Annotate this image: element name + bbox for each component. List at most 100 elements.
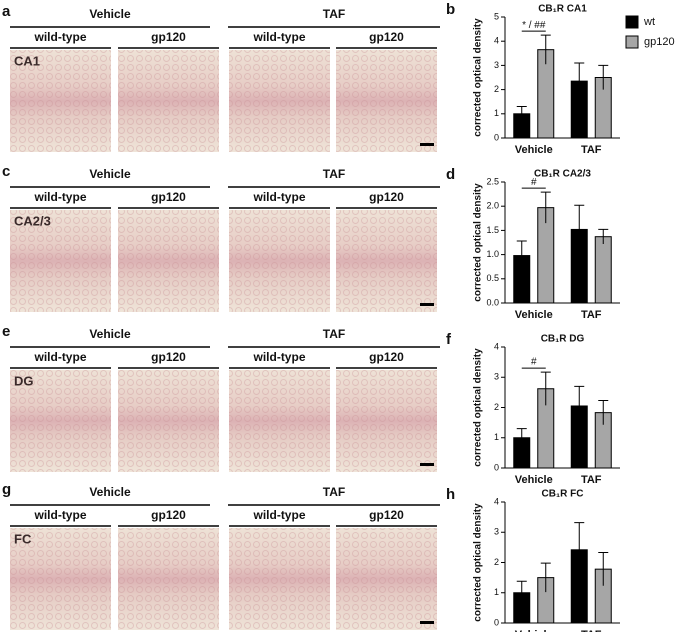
group-label: TAF (323, 485, 345, 499)
chart-title: CB₁R DG (541, 334, 585, 345)
x-tick-label: Vehicle (515, 144, 553, 156)
error-bar (598, 400, 609, 425)
group-label: Vehicle (89, 167, 131, 181)
condition-label: wild-type (252, 350, 305, 364)
y-tick-label: 1 (494, 587, 499, 597)
panel-label: e (2, 323, 10, 340)
error-bar (598, 64, 609, 90)
condition-label: wild-type (252, 30, 305, 44)
micrograph-texture (336, 370, 437, 472)
panel-label: a (2, 3, 11, 20)
region-label: FC (14, 531, 32, 546)
y-tick-label: 0.0 (486, 297, 499, 307)
error-bar (574, 522, 585, 578)
x-tick-label: Vehicle (515, 629, 553, 632)
chart-title: CB₁R CA2/3 (534, 169, 591, 180)
region-label: CA1 (14, 53, 40, 68)
micrograph-texture (118, 50, 219, 152)
micrograph-texture (336, 210, 437, 312)
error-bar (540, 371, 551, 406)
error-bar (516, 428, 527, 447)
error-bar (540, 34, 551, 65)
error-bar (598, 228, 609, 244)
condition-label: wild-type (33, 190, 86, 204)
y-tick-label: 0 (494, 617, 499, 627)
group-label: Vehicle (89, 327, 131, 341)
condition-label: wild-type (252, 508, 305, 522)
bar (594, 236, 612, 304)
group-label: TAF (323, 167, 345, 181)
significance-label: # (531, 357, 537, 368)
condition-label: wild-type (33, 508, 86, 522)
condition-label: gp120 (151, 350, 186, 364)
micrograph-texture (229, 528, 330, 630)
legend-swatch (625, 15, 639, 29)
micrograph-texture (10, 50, 111, 152)
panel-label: d (446, 166, 455, 183)
micrograph-texture (229, 210, 330, 312)
micrograph-texture (10, 210, 111, 312)
legend-swatch (625, 35, 639, 49)
condition-label: gp120 (151, 30, 186, 44)
y-tick-label: 3 (494, 60, 499, 70)
y-tick-label: 4 (494, 36, 499, 46)
legend-label: wt (643, 16, 655, 28)
x-tick-label: Vehicle (515, 309, 553, 321)
micrograph-texture (336, 50, 437, 152)
condition-label: wild-type (33, 30, 86, 44)
error-bar (516, 106, 527, 122)
micrograph-texture (118, 370, 219, 472)
micrograph-texture (118, 528, 219, 630)
y-tick-label: 5 (494, 11, 499, 21)
error-bar (574, 204, 585, 254)
y-tick-label: 3 (494, 372, 499, 382)
group-label: Vehicle (89, 485, 131, 499)
error-bar (540, 191, 551, 224)
condition-label: gp120 (151, 508, 186, 522)
y-tick-label: 2 (494, 557, 499, 567)
condition-label: gp120 (369, 190, 404, 204)
scale-bar (420, 463, 434, 466)
y-axis-label: corrected optical density (473, 183, 484, 302)
scale-bar (420, 143, 434, 146)
y-tick-label: 2.5 (486, 176, 499, 186)
y-tick-label: 1 (494, 108, 499, 118)
significance-label: * / ## (522, 20, 546, 31)
legend-label: gp120 (644, 36, 675, 48)
condition-label: wild-type (252, 190, 305, 204)
chart-title: CB₁R FC (542, 489, 584, 500)
y-axis-label: corrected optical density (473, 503, 484, 622)
error-bar (574, 385, 585, 426)
significance-label: # (531, 177, 537, 188)
y-tick-label: 2 (494, 84, 499, 94)
y-tick-label: 0 (494, 462, 499, 472)
scale-bar (420, 621, 434, 624)
error-bar (540, 562, 551, 593)
scale-bar (420, 303, 434, 306)
panel-label: h (446, 486, 455, 503)
region-label: DG (14, 373, 34, 388)
y-tick-label: 2.0 (486, 201, 499, 211)
x-tick-label: TAF (581, 629, 602, 632)
panel-label: c (2, 163, 10, 180)
x-tick-label: TAF (581, 144, 602, 156)
y-tick-label: 2 (494, 402, 499, 412)
micrograph-texture (229, 370, 330, 472)
error-bar (574, 62, 585, 100)
micrograph-texture (10, 528, 111, 630)
condition-label: wild-type (33, 350, 86, 364)
micrograph-texture (118, 210, 219, 312)
error-bar (516, 240, 527, 271)
condition-label: gp120 (369, 350, 404, 364)
x-tick-label: TAF (581, 474, 602, 486)
y-axis-label: corrected optical density (473, 18, 484, 137)
y-tick-label: 1 (494, 432, 499, 442)
chart-title: CB₁R CA1 (538, 4, 587, 15)
panel-label: g (2, 481, 11, 498)
x-tick-label: TAF (581, 309, 602, 321)
y-tick-label: 1.0 (486, 249, 499, 259)
panel-label: f (446, 331, 452, 348)
y-tick-label: 0.5 (486, 273, 499, 283)
y-axis-label: corrected optical density (473, 348, 484, 467)
